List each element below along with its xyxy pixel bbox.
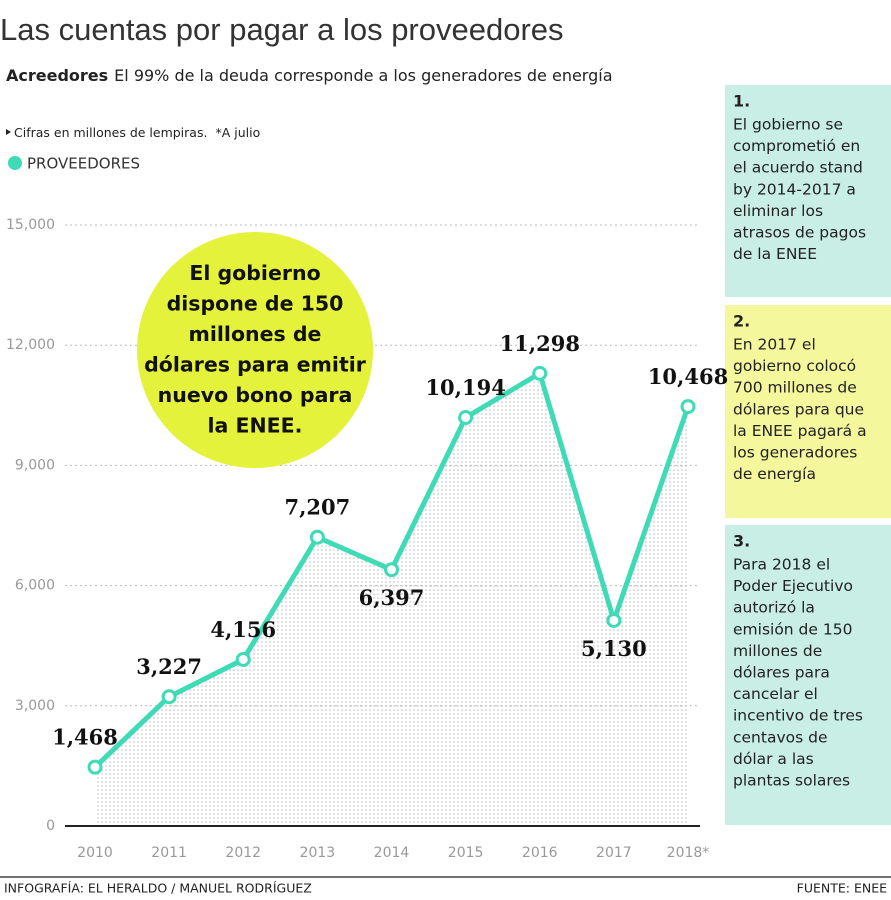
value-label: 10,194 — [425, 375, 505, 400]
x-tick-label: 2011 — [151, 845, 187, 861]
value-label: 5,130 — [581, 636, 647, 661]
x-tick-label: 2014 — [374, 845, 410, 861]
value-label: 11,298 — [500, 331, 580, 356]
annotation-line: dólares para emitir — [144, 353, 367, 377]
footer-credit: INFOGRAFÍA: EL HERALDO / MANUEL RODRÍGUE… — [4, 881, 312, 896]
sidebar-line: incentivo de tres — [733, 707, 863, 725]
sidebar-line: gobierno colocó — [733, 357, 856, 375]
point — [532, 365, 548, 381]
value-label: 6,397 — [359, 585, 425, 610]
point — [235, 651, 251, 667]
sidebar-line: 700 millones de — [733, 379, 857, 397]
sidebar-line: Poder Ejecutivo — [733, 577, 853, 595]
sidebar-line: centavos de — [733, 728, 828, 746]
x-tick-label: 2012 — [225, 845, 261, 861]
subtitle-lead: Acreedores — [6, 66, 108, 85]
sidebar-number: 1. — [733, 92, 750, 111]
note-text: Cifras en millones de lempiras. — [14, 125, 207, 140]
sidebar-line: autorizó la — [733, 599, 815, 617]
x-tick-label: 2017 — [596, 845, 632, 861]
value-label: 1,468 — [52, 725, 118, 750]
x-tick-label: 2016 — [522, 845, 558, 861]
sidebar-line: by 2014-2017 a — [733, 180, 856, 198]
annotation-line: dispone de 150 — [167, 292, 344, 316]
sidebar-line: dólares para — [733, 664, 830, 682]
footer-source: FUENTE: ENEE — [797, 881, 887, 896]
sidebar-line: millones de — [733, 642, 822, 660]
y-tick-label: 15,000 — [6, 217, 55, 233]
point — [384, 562, 399, 578]
y-tick-label: 9,000 — [15, 457, 55, 473]
x-tick-label: 2010 — [77, 845, 113, 861]
sidebar-line: dólar a las — [733, 750, 814, 768]
legend-swatch — [8, 156, 22, 170]
sidebar-line: los generadores — [733, 444, 857, 462]
sidebar-box — [725, 305, 891, 518]
annotation-line: millones de — [189, 322, 322, 346]
x-tick-label: 2013 — [300, 845, 336, 861]
legend-label: PROVEEDORES — [27, 155, 140, 173]
area — [95, 373, 688, 826]
y-tick-label: 0 — [46, 818, 55, 834]
point — [606, 612, 622, 628]
value-label: 10,468 — [648, 364, 728, 389]
point — [87, 759, 103, 775]
note-asterisk: *A julio — [215, 125, 260, 140]
sidebar-line: dólares para que — [733, 400, 864, 418]
y-tick-label: 6,000 — [15, 578, 55, 594]
point — [161, 689, 177, 705]
sidebar-number: 3. — [733, 532, 750, 551]
sidebar-line: comprometió en — [733, 137, 860, 155]
sidebar-box — [725, 85, 891, 297]
annotation-line: El gobierno — [189, 261, 320, 285]
y-tick-label: 3,000 — [15, 698, 55, 714]
annotation-bubble — [137, 232, 373, 468]
sidebar-line: de energía — [733, 465, 816, 483]
value-label: 3,227 — [136, 654, 202, 679]
point — [680, 399, 696, 415]
x-tick-label: 2015 — [448, 845, 484, 861]
y-tick-label: 12,000 — [6, 337, 55, 353]
annotation-line: nuevo bono para — [158, 383, 353, 407]
value-label: 4,156 — [210, 617, 276, 642]
sidebar-number: 2. — [733, 312, 750, 331]
point — [309, 529, 325, 545]
subtitle: Acreedores El 99% de la deuda corresponde… — [6, 66, 613, 85]
point — [458, 410, 474, 426]
sidebar-line: cancelar el — [733, 685, 818, 703]
sidebar-line: El gobierno se — [733, 116, 843, 134]
sidebar-line: eliminar los — [733, 202, 823, 220]
bullet — [6, 129, 11, 135]
sidebar-line: la ENEE pagará a — [733, 422, 867, 440]
subtitle-text: El 99% de la deuda corresponde a los gen… — [114, 66, 612, 85]
x-tick-label: 2018* — [667, 845, 710, 861]
sidebar-line: plantas solares — [733, 772, 850, 790]
sidebar-line: de la ENEE — [733, 245, 817, 263]
sidebar-line: emisión de 150 — [733, 620, 852, 638]
title: Las cuentas por pagar a los proveedores — [0, 12, 564, 47]
sidebar-box — [725, 525, 891, 825]
sidebar-line: Para 2018 el — [733, 556, 830, 574]
value-label: 7,207 — [284, 495, 350, 520]
sidebar-line: el acuerdo stand — [733, 159, 863, 177]
note: Cifras en millones de lempiras. *A julio — [14, 125, 260, 140]
sidebar-line: En 2017 el — [733, 336, 816, 354]
sidebar-line: atrasos de pagos — [733, 224, 866, 242]
annotation-line: la ENEE. — [208, 414, 303, 438]
